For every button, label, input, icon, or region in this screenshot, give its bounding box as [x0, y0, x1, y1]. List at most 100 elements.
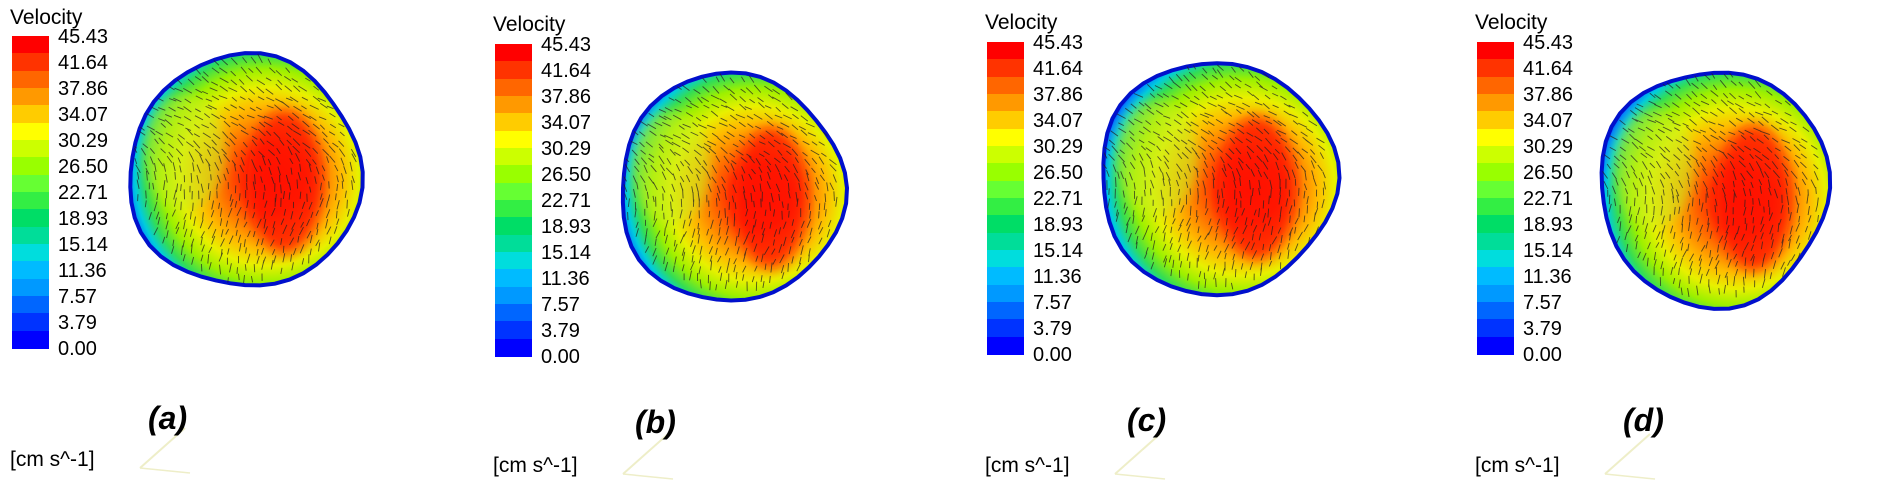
velocity-vector-arrow: [702, 86, 710, 93]
velocity-vector-arrow: [1294, 226, 1297, 234]
velocity-vector-arrow: [1162, 93, 1170, 98]
velocity-vector-arrow: [767, 141, 775, 148]
velocity-vector-arrow: [823, 202, 826, 210]
velocity-vector-arrow: [1233, 226, 1239, 235]
velocity-vector-arrow: [814, 182, 820, 190]
velocity-vector-arrow: [1251, 233, 1254, 241]
velocity-vector-arrow: [1244, 217, 1248, 226]
velocity-vector-arrow: [1289, 138, 1299, 145]
velocity-vector-arrow: [173, 197, 177, 207]
velocity-vector-arrow: [674, 98, 682, 104]
velocity-vector-arrow: [1689, 154, 1698, 162]
colorbar-band: [987, 336, 1024, 355]
velocity-vector-arrow: [319, 198, 324, 208]
velocity-vector-arrow: [328, 145, 336, 153]
velocity-vector-arrow: [778, 243, 783, 253]
velocity-vector-arrow: [175, 148, 184, 157]
colorbar-band: [495, 200, 532, 218]
velocity-vector-arrow: [1134, 196, 1138, 206]
velocity-vector-arrow: [730, 114, 738, 121]
velocity-vector-arrow: [1689, 231, 1693, 239]
velocity-vector-arrow: [196, 164, 201, 174]
velocity-vector-arrow: [321, 165, 326, 172]
velocity-vector-arrow: [1801, 178, 1807, 186]
velocity-vector-arrow: [212, 133, 221, 140]
velocity-vector-arrow: [265, 77, 272, 82]
velocity-vector-arrow: [261, 259, 265, 270]
velocity-vector-arrow: [240, 66, 247, 74]
velocity-vector-arrow: [668, 97, 675, 101]
velocity-vector-arrow: [238, 123, 247, 130]
colorbar: [987, 42, 1024, 355]
colorbar-tick-label: 26.50: [541, 164, 592, 186]
velocity-vector-arrow: [1719, 130, 1726, 136]
velocity-vector-arrow: [1168, 254, 1172, 263]
velocity-vector-arrow: [219, 207, 223, 217]
velocity-vector-arrow: [1164, 161, 1170, 170]
velocity-vector-arrow: [829, 159, 837, 166]
velocity-vector-arrow: [1292, 120, 1299, 125]
velocity-vector-arrow: [1621, 177, 1627, 187]
velocity-vector-arrow: [804, 158, 811, 166]
velocity-vector-arrow: [1125, 217, 1131, 226]
velocity-vector-arrow: [698, 124, 707, 129]
velocity-vector-arrow: [1764, 103, 1771, 109]
velocity-vector-arrow: [1647, 146, 1655, 151]
velocity-vector-arrow: [309, 104, 319, 110]
velocity-vector-arrow: [763, 150, 770, 156]
velocity-vector-arrow: [293, 85, 301, 93]
velocity-vector-arrow: [688, 218, 692, 227]
colorbar-band: [12, 226, 49, 245]
velocity-vector-arrow: [650, 164, 657, 173]
velocity-vector-arrow: [146, 125, 155, 131]
velocity-vector-arrow: [268, 149, 276, 156]
velocity-vector-arrow: [277, 79, 283, 86]
velocity-vector-arrow: [710, 219, 714, 230]
velocity-vector-arrow: [1289, 231, 1292, 241]
velocity-vector-arrow: [243, 274, 245, 284]
velocity-vector-arrow: [739, 139, 746, 146]
velocity-vector-arrow: [1619, 221, 1622, 232]
velocity-vector-arrow: [698, 266, 702, 275]
velocity-vector-arrow: [781, 272, 785, 280]
velocity-vector-arrow: [1168, 76, 1174, 83]
velocity-vector-arrow: [1753, 147, 1761, 154]
velocity-vector-arrow: [219, 218, 223, 226]
velocity-vector-arrow: [1269, 179, 1273, 190]
velocity-vector-arrow: [300, 221, 304, 228]
velocity-vector-arrow: [715, 76, 720, 83]
velocity-vector-arrow: [633, 130, 639, 136]
velocity-vector-arrow: [172, 162, 176, 172]
velocity-vector-arrow: [1205, 198, 1208, 209]
velocity-vector-arrow: [1223, 234, 1228, 243]
velocity-vector-arrow: [716, 185, 721, 194]
velocity-vector-arrow: [1792, 138, 1801, 143]
velocity-vector-arrow: [791, 236, 795, 243]
velocity-vector-arrow: [275, 70, 283, 77]
velocity-vector-arrow: [195, 88, 203, 94]
colorbar-band: [1477, 59, 1514, 78]
velocity-vector-arrow: [200, 231, 205, 239]
velocity-vector-arrow: [272, 227, 276, 236]
velocity-vector-arrow: [1258, 188, 1261, 196]
velocity-vector-arrow: [165, 113, 173, 118]
velocity-vector-arrow: [1679, 257, 1683, 267]
velocity-vector-arrow: [1655, 242, 1660, 248]
velocity-vector-arrow: [672, 134, 682, 139]
velocity-vector-arrow: [697, 97, 703, 104]
velocity-vector-arrow: [1754, 91, 1762, 99]
velocity-vector-arrow: [183, 213, 187, 220]
velocity-vector-arrow: [1230, 282, 1234, 290]
velocity-vector-arrow: [794, 157, 799, 164]
velocity-vector-arrow: [724, 235, 729, 245]
velocity-vector-arrow: [1197, 281, 1200, 289]
velocity-vector-arrow: [1785, 178, 1788, 186]
velocity-vector-arrow: [644, 234, 647, 245]
velocity-vector-arrow: [1645, 126, 1654, 133]
velocity-vector-arrow: [1636, 187, 1639, 197]
velocity-vector-arrow: [177, 106, 184, 110]
velocity-vector-arrow: [724, 165, 730, 173]
velocity-vector-arrow: [287, 115, 294, 121]
velocity-vector-arrow: [669, 149, 676, 156]
velocity-vector-arrow: [818, 226, 824, 235]
